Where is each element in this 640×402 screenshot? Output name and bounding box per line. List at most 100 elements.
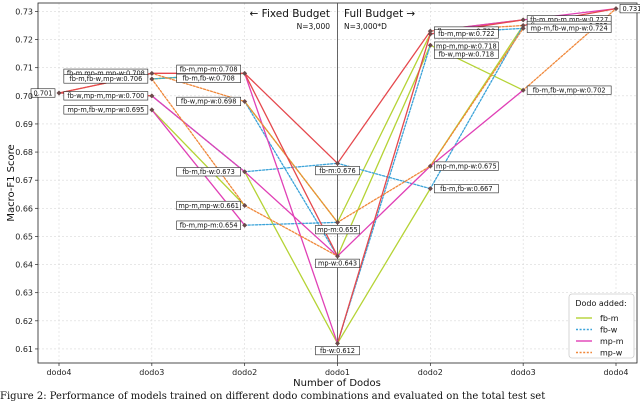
legend-items: fb-m fb-w mp-m mp-w bbox=[576, 314, 624, 358]
data-label: mp-m:0.655 bbox=[317, 226, 358, 234]
data-point bbox=[149, 93, 155, 99]
line-chart: 0.701fb-m,mp-m,mp-w:0.708fb-m,fb-w,mp-w:… bbox=[6, 2, 640, 389]
series-line-segment bbox=[151, 109, 246, 207]
y-tick-label: 0.71 bbox=[15, 64, 33, 73]
data-label-box bbox=[526, 85, 612, 95]
data-label-box bbox=[30, 88, 56, 98]
data-point bbox=[242, 222, 248, 228]
full-budget-n: N=3,000*D bbox=[344, 22, 387, 31]
series-line-segment bbox=[151, 95, 246, 173]
data-label-box bbox=[526, 23, 612, 33]
legend-label: fb-m bbox=[600, 314, 619, 323]
data-label: 0.731 bbox=[623, 5, 640, 13]
x-tick-label: dodo1 bbox=[325, 368, 350, 377]
y-tick-label: 0.61 bbox=[15, 345, 33, 354]
x-tick-label: dodo3 bbox=[139, 368, 164, 377]
data-label: fb-w:0.612 bbox=[320, 347, 355, 355]
data-point bbox=[520, 25, 526, 31]
data-point bbox=[520, 17, 526, 23]
series-line-segment bbox=[336, 33, 431, 224]
data-label: mp-m,mp-w:0.675 bbox=[436, 162, 497, 170]
data-label: fb-m,mp-w:0.722 bbox=[438, 30, 495, 38]
x-tick-label: dodo4 bbox=[46, 368, 71, 377]
data-point bbox=[242, 203, 248, 208]
series-line-segment bbox=[244, 171, 339, 257]
series-line-segment bbox=[336, 33, 431, 344]
data-label-box bbox=[176, 64, 241, 74]
data-label-box bbox=[63, 74, 149, 84]
legend-box bbox=[568, 293, 635, 359]
x-tick-label: dodo3 bbox=[511, 368, 536, 377]
y-ticks: 0.61 0.62 0.63 0.64 0.65 0.66 0.67 0.68 0.69 0.70… bbox=[15, 7, 38, 354]
data-label: fb-m,fb-w,mp-w:0.706 bbox=[69, 75, 142, 83]
data-point bbox=[335, 340, 340, 346]
data-label-box bbox=[434, 184, 499, 194]
data-point bbox=[149, 70, 155, 76]
data-label-box bbox=[176, 200, 241, 211]
y-tick-label: 0.65 bbox=[15, 232, 33, 241]
data-label: fb-m,fb-w,mp-w:0.702 bbox=[533, 86, 606, 94]
data-label-box bbox=[176, 220, 241, 230]
y-tick-label: 0.67 bbox=[15, 176, 33, 185]
data-point bbox=[427, 186, 433, 192]
x-ticks: dodo4 dodo3 dodo2 dodo1 dodo2 dodo3 dodo4 bbox=[46, 363, 629, 377]
series-line-segment bbox=[429, 24, 524, 167]
series-line-segment bbox=[336, 165, 431, 224]
data-point bbox=[427, 163, 433, 169]
data-label-box bbox=[434, 29, 499, 39]
x-axis-label: Number of Dodos bbox=[293, 378, 381, 389]
series-line-segment bbox=[244, 204, 339, 257]
fixed-budget-n: N=3,000 bbox=[297, 22, 331, 31]
legend: Dodo added: fb-m fb-w mp-m mp-w bbox=[568, 293, 635, 359]
data-label-box bbox=[315, 258, 360, 268]
point-layer bbox=[56, 6, 619, 346]
data-point bbox=[335, 160, 340, 166]
data-label-box bbox=[176, 167, 241, 177]
series-line-segment bbox=[244, 162, 339, 173]
data-point bbox=[149, 107, 155, 113]
data-label: mp-m,mp-w:0.718 bbox=[436, 42, 497, 50]
series-line-segment bbox=[336, 44, 431, 257]
series-line-segment bbox=[429, 27, 524, 167]
series-line-segment bbox=[336, 187, 431, 344]
series-line-segment bbox=[244, 72, 339, 164]
data-label: 0.701 bbox=[34, 89, 53, 97]
series-line-segment bbox=[151, 78, 246, 207]
legend-label: fb-w bbox=[600, 326, 618, 335]
data-label-box bbox=[63, 105, 149, 115]
data-label: mp-m,mp-w:0.661 bbox=[178, 202, 239, 210]
series-line-segment bbox=[429, 89, 524, 167]
series-line-segment bbox=[244, 72, 339, 344]
data-label: fb-m,fb-w:0.667 bbox=[440, 185, 492, 193]
data-label-box bbox=[176, 73, 241, 83]
y-tick-label: 0.73 bbox=[15, 7, 33, 16]
data-point bbox=[520, 23, 526, 28]
data-label: fb-m,fb-w:0.673 bbox=[182, 168, 234, 176]
data-label: fb-m,mp-m:0.708 bbox=[180, 66, 238, 74]
data-label: fb-w,mp-w:0.698 bbox=[181, 98, 237, 106]
series-line-segment bbox=[244, 100, 339, 257]
data-label: fb-m:0.676 bbox=[319, 167, 355, 175]
y-tick-label: 0.66 bbox=[15, 204, 33, 213]
data-label: fb-m,mp-m,mp-w:0.727 bbox=[530, 16, 608, 24]
x-tick-label: dodo4 bbox=[603, 368, 628, 377]
data-point bbox=[427, 31, 433, 37]
data-point bbox=[520, 87, 526, 93]
full-budget-title: Full Budget → bbox=[344, 8, 415, 20]
y-axis-label: Macro-F1 Score bbox=[6, 144, 17, 221]
data-point bbox=[427, 42, 433, 48]
data-point bbox=[242, 98, 248, 104]
series-line-segment bbox=[244, 171, 339, 344]
figure-caption: Figure 2: Performance of models trained … bbox=[0, 391, 546, 402]
data-label-box bbox=[619, 4, 640, 14]
data-label-box bbox=[434, 161, 499, 171]
data-label-box bbox=[315, 346, 360, 356]
data-label: fb-m,mp-m:0.654 bbox=[180, 221, 238, 229]
data-label-box bbox=[63, 91, 149, 101]
data-point bbox=[427, 28, 433, 34]
legend-label: mp-w bbox=[600, 349, 623, 358]
series-line-segment bbox=[151, 72, 246, 103]
data-label: mp-w:0.643 bbox=[318, 260, 357, 268]
x-tick-label: dodo2 bbox=[418, 368, 443, 377]
y-tick-label: 0.72 bbox=[15, 36, 33, 45]
